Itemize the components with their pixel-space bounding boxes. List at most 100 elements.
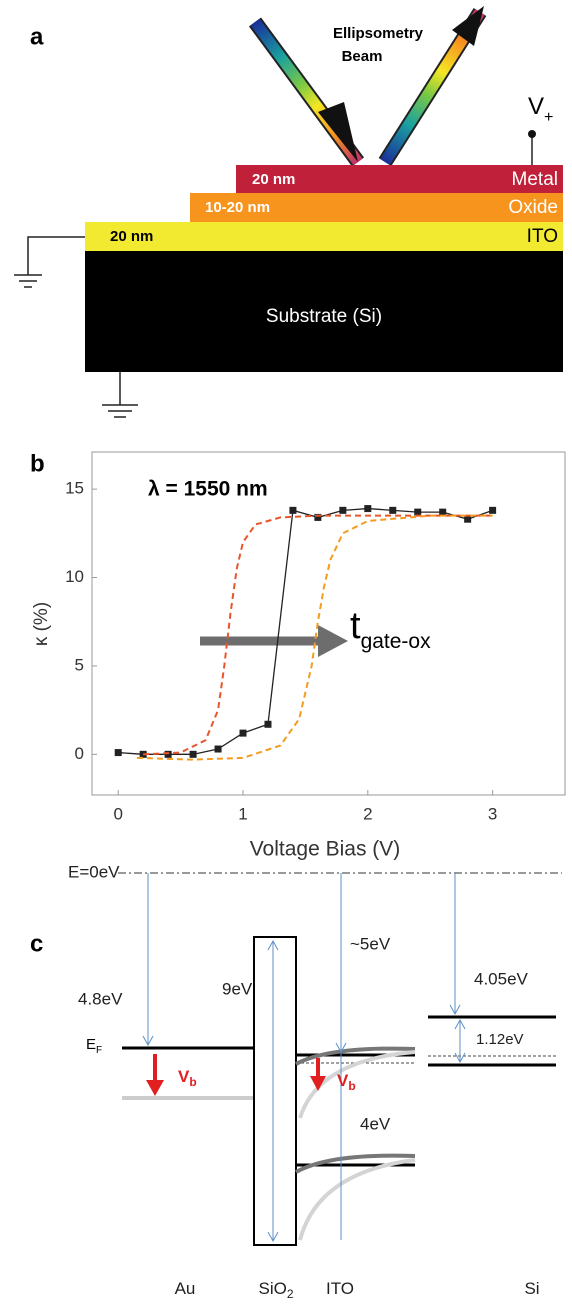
data-point — [389, 506, 397, 514]
x-tick-label: 0 — [113, 804, 122, 823]
panel-label: c — [30, 930, 43, 957]
data-point — [289, 506, 297, 514]
material-label: ITO — [326, 1279, 354, 1298]
material-main: Au — [175, 1279, 196, 1298]
material-label: Si — [524, 1279, 539, 1298]
arrow-head — [267, 939, 279, 951]
band-bending — [298, 1050, 416, 1119]
fermi-main: E — [86, 1036, 96, 1053]
data-point — [314, 513, 322, 521]
data-point — [339, 506, 347, 514]
ito-gap: ~5eV — [350, 934, 391, 953]
beam-label: Ellipsometry — [333, 25, 424, 42]
arrow-head — [452, 6, 484, 46]
data-line — [118, 507, 493, 755]
data-point — [439, 508, 447, 516]
data-point — [164, 750, 172, 758]
data-point — [364, 505, 372, 513]
panel-b: b Voltage Bias (V) κ (%) λ = 1550 nm tga… — [30, 450, 566, 861]
metal-layer — [236, 165, 563, 193]
bias-main: V — [178, 1067, 190, 1086]
arrow-head — [318, 625, 348, 657]
y-axis-label: κ (%) — [31, 602, 52, 646]
sio2-gap: 9eV — [222, 979, 253, 998]
bias-main: V — [337, 1071, 349, 1090]
fermi-label: EF — [86, 1036, 102, 1056]
arrow-head — [310, 1076, 326, 1091]
material-label: Au — [175, 1279, 196, 1298]
y-tick-label: 0 — [75, 744, 84, 763]
si-gap: 4.05eV — [474, 969, 529, 988]
data-point — [489, 506, 497, 514]
material-main: Si — [524, 1279, 539, 1298]
guide-curve — [136, 514, 493, 761]
panel-a: a Ellipsometry Beam 20 nm Metal 10-20 nm… — [14, 6, 563, 418]
voltage-main: V — [528, 93, 544, 120]
data-point — [189, 750, 197, 758]
beam-label: Beam — [342, 48, 383, 65]
voltage-sub: + — [544, 109, 553, 126]
ground-bottom — [102, 372, 138, 418]
x-tick-label: 3 — [488, 804, 497, 823]
data-point — [414, 508, 422, 516]
bias-label: Vb — [178, 1067, 197, 1089]
substrate-label: Substrate (Si) — [266, 306, 382, 327]
material-label: SiO2 — [258, 1279, 293, 1301]
y-tick-label: 10 — [65, 567, 84, 586]
layer-thickness: 20 nm — [110, 228, 153, 245]
band-bending — [295, 1153, 416, 1174]
ground-left — [14, 236, 85, 288]
terminal — [528, 130, 536, 138]
y-tick-label: 5 — [75, 655, 84, 674]
layer-name: ITO — [527, 226, 558, 247]
annotation-main: t — [350, 605, 361, 647]
plot-frame — [91, 451, 566, 796]
band-bending — [295, 1046, 416, 1066]
arrow-head — [318, 102, 358, 162]
arrow-head — [142, 1035, 154, 1047]
si-bandgap: 1.12eV — [476, 1031, 524, 1048]
arrow-head — [267, 1231, 279, 1243]
fermi-sub: F — [96, 1045, 102, 1056]
material-main: ITO — [326, 1279, 354, 1298]
x-axis-label: Voltage Bias (V) — [250, 838, 401, 861]
band-bending — [298, 1158, 416, 1241]
data-point — [464, 515, 472, 523]
layer-name: Oxide — [508, 197, 558, 218]
guide-curve — [143, 514, 493, 756]
layer-thickness: 20 nm — [252, 171, 295, 188]
oxide-layer — [190, 193, 563, 222]
data-point — [114, 749, 122, 757]
ito-layer — [85, 222, 563, 251]
substrate — [85, 251, 563, 372]
x-tick-label: 2 — [363, 804, 372, 823]
bias-sub: b — [348, 1079, 355, 1093]
panel-c: c E=0eV 4.8eV EF Vb 9eV ~5eV Vb 4eV — [30, 862, 562, 1301]
arrow-head — [449, 1004, 461, 1016]
vacuum-label: E=0eV — [68, 862, 120, 881]
wavelength-annotation: λ = 1550 nm — [148, 478, 268, 501]
panel-label: b — [30, 450, 45, 477]
arrow-head — [335, 1042, 347, 1054]
panel-label: a — [30, 23, 44, 50]
ito-bandgap: 4eV — [360, 1114, 391, 1133]
sio2-barrier — [253, 936, 297, 1246]
bias-label: Vb — [337, 1071, 356, 1093]
layer-thickness: 10-20 nm — [205, 199, 270, 216]
x-tick-label: 1 — [238, 804, 247, 823]
y-tick-label: 15 — [65, 479, 84, 498]
arrow-head — [454, 1052, 466, 1064]
material-sub: 2 — [287, 1287, 294, 1301]
data-point — [239, 729, 247, 737]
arrow-head — [146, 1080, 164, 1096]
material-main: SiO — [258, 1279, 286, 1298]
data-point — [264, 720, 272, 728]
arrow-head — [454, 1018, 466, 1030]
annotation-sub: gate-ox — [361, 630, 432, 653]
thickness-annotation: tgate-ox — [350, 605, 431, 653]
layer-name: Metal — [512, 169, 558, 190]
voltage-label: V+ — [528, 93, 553, 126]
data-point — [214, 745, 222, 753]
bias-sub: b — [189, 1075, 196, 1089]
